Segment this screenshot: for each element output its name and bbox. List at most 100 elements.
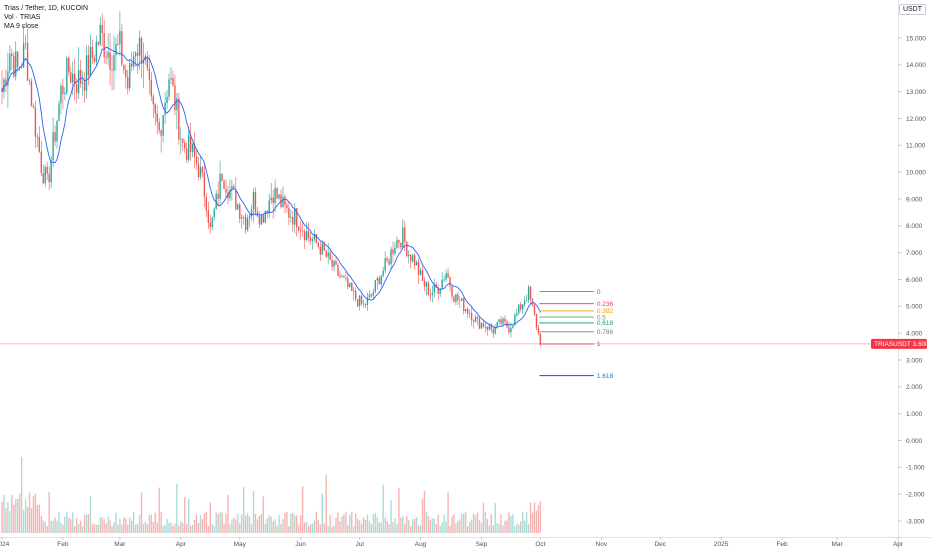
candle-body xyxy=(470,313,473,321)
volume-bar xyxy=(172,525,174,534)
y-tick-label: 11.000 xyxy=(906,143,926,150)
candle-body xyxy=(516,313,518,316)
candle-body xyxy=(150,79,153,97)
ma-label[interactable]: MA 9 close xyxy=(4,23,39,30)
fib-level-label: 0.618 xyxy=(597,320,614,327)
volume-bar xyxy=(307,526,310,534)
symbol-title[interactable]: Trias / Tether, 1D, KUCOIN xyxy=(4,5,89,12)
volume-bar xyxy=(3,494,5,534)
volume-bar xyxy=(370,524,373,534)
volume-bar xyxy=(380,522,382,534)
volume-bar xyxy=(280,523,282,534)
candle-body xyxy=(472,320,475,322)
volume-bar xyxy=(437,514,439,534)
candle-body xyxy=(244,216,247,230)
candle-body xyxy=(28,80,31,82)
volume-bar xyxy=(107,516,109,534)
volume-label[interactable]: Vol · TRIAS xyxy=(4,14,41,21)
volume-bar xyxy=(264,523,266,534)
candle-body xyxy=(248,215,251,219)
last-price-tag: TRIASUSDT 3.600 xyxy=(871,338,929,349)
candle-body xyxy=(319,247,322,255)
volume-bar xyxy=(239,523,241,534)
volume-bar xyxy=(146,524,149,534)
y-tick-label: -3.000 xyxy=(906,518,925,525)
candle-body xyxy=(376,278,378,281)
volume-bar xyxy=(492,525,494,534)
currency-selector[interactable]: USDT xyxy=(898,4,926,15)
volume-bar xyxy=(284,512,286,534)
fib-level-label: 1.618 xyxy=(597,373,614,380)
volume-bar xyxy=(353,526,355,534)
candle-body xyxy=(537,327,540,334)
candle-body xyxy=(337,264,339,276)
volume-bar xyxy=(121,524,123,534)
volume-bar xyxy=(360,523,363,534)
candle-body xyxy=(335,260,337,265)
candle-body xyxy=(288,207,290,218)
volume-bar xyxy=(235,519,237,534)
candle-body xyxy=(70,72,72,83)
candle-body xyxy=(478,318,481,329)
candle-body xyxy=(24,42,27,44)
candle-body xyxy=(40,151,42,173)
volume-bar xyxy=(231,519,233,534)
volume-bar xyxy=(54,517,56,534)
y-tick-label: 2.000 xyxy=(906,384,923,391)
candle-body xyxy=(260,215,263,225)
volume-bar xyxy=(58,511,60,534)
volume-bar xyxy=(449,525,451,534)
volume-bar xyxy=(510,516,512,534)
volume-bar xyxy=(527,524,530,534)
candle-body xyxy=(398,240,400,243)
candle-body xyxy=(91,47,94,58)
volume-bar xyxy=(70,519,72,534)
candle-body xyxy=(32,106,35,108)
candle-body xyxy=(201,167,204,173)
volume-bar xyxy=(150,514,153,534)
volume-bar xyxy=(215,511,217,534)
candle-body xyxy=(388,260,390,265)
candle-body xyxy=(138,37,141,56)
volume-bar xyxy=(463,513,465,534)
candle-body xyxy=(301,230,304,232)
volume-bar xyxy=(319,524,322,534)
candle-body xyxy=(7,71,9,86)
volume-bar xyxy=(533,502,536,534)
candle-body xyxy=(303,231,306,241)
volume-bar xyxy=(40,515,42,534)
candle-body xyxy=(60,85,62,104)
candle-body xyxy=(443,279,445,281)
candle-body xyxy=(262,215,265,223)
candle-body xyxy=(72,73,74,83)
volume-bar xyxy=(323,523,325,534)
y-tick-label: 7.000 xyxy=(906,250,923,257)
volume-bar xyxy=(296,515,298,534)
candle-body xyxy=(349,282,351,287)
volume-bar xyxy=(248,516,251,534)
candle-body xyxy=(164,102,166,116)
volume-bar xyxy=(168,522,170,534)
volume-bar xyxy=(417,525,420,534)
volume-bar xyxy=(142,523,145,534)
volume-bar xyxy=(396,524,398,534)
candle-body xyxy=(449,277,451,287)
candle-body xyxy=(97,42,99,45)
candle-body xyxy=(95,42,98,62)
volume-bar xyxy=(36,504,39,534)
volume-bar xyxy=(9,511,11,534)
y-tick-label: 3.000 xyxy=(906,357,923,364)
y-tick-label: 4.000 xyxy=(906,330,923,337)
volume-bar xyxy=(335,517,337,534)
candle-body xyxy=(358,295,361,307)
candle-body xyxy=(431,292,434,296)
candle-body xyxy=(258,216,261,225)
candle-body xyxy=(533,305,536,315)
candle-body xyxy=(486,326,489,330)
candle-body xyxy=(223,180,225,189)
volume-bar xyxy=(129,517,131,534)
candle-body xyxy=(347,278,349,287)
volume-bar xyxy=(356,518,359,534)
